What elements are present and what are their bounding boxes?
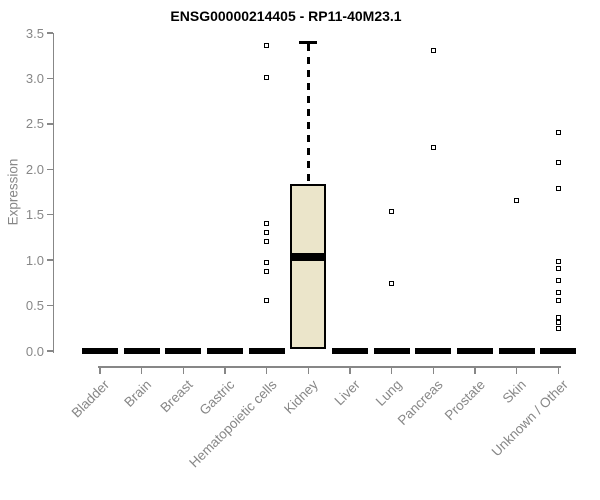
box: [290, 183, 327, 350]
x-tick: [182, 366, 185, 374]
outlier-point: [555, 185, 561, 191]
zero-box-bar: [457, 348, 493, 354]
outlier-point: [514, 197, 520, 203]
y-tick: [46, 168, 53, 171]
whisker-cap: [299, 40, 318, 44]
outlier-point: [264, 75, 270, 81]
outlier-point: [555, 290, 561, 296]
x-tick: [224, 366, 226, 374]
outlier-point: [389, 281, 395, 287]
x-category-label: Liver: [331, 377, 363, 409]
x-tick: [265, 366, 268, 374]
y-axis-line: [52, 33, 54, 353]
zero-box-bar: [332, 348, 368, 354]
outlier-point: [264, 269, 270, 275]
outlier-point: [555, 325, 561, 331]
zero-box-bar: [82, 348, 118, 354]
outlier-point: [555, 265, 561, 271]
zero-box-bar: [207, 348, 243, 354]
y-tick-label: 0.0: [25, 343, 44, 359]
x-category-label: Kidney: [281, 377, 321, 417]
outlier-point: [264, 230, 270, 236]
outlier-point: [389, 209, 395, 215]
y-tick-label: 0.5: [25, 298, 44, 314]
y-tick: [46, 304, 53, 307]
x-category-label: Lung: [372, 377, 405, 409]
x-tick: [140, 366, 143, 374]
outlier-point: [430, 47, 436, 53]
y-tick: [46, 259, 53, 261]
y-tick-label: 3.5: [25, 25, 44, 41]
zero-box-bar: [540, 348, 577, 354]
x-tick: [349, 366, 351, 374]
x-category-label: Breast: [157, 377, 196, 416]
outlier-point: [555, 314, 561, 320]
y-tick-label: 3.0: [25, 70, 44, 86]
x-category-label: Bladder: [69, 377, 113, 421]
x-tick: [99, 366, 101, 374]
y-tick-label: 1.5: [25, 207, 44, 223]
outlier-point: [555, 297, 561, 303]
median-line: [291, 253, 326, 262]
x-tick: [515, 366, 518, 374]
outlier-point: [555, 259, 561, 265]
y-tick: [46, 32, 53, 34]
x-tick: [432, 366, 435, 374]
outlier-point: [555, 277, 561, 283]
x-axis-line: [97, 366, 561, 368]
zero-box-bar: [165, 348, 202, 354]
zero-box-bar: [498, 348, 535, 354]
x-category-label: Unknown / Other: [488, 377, 571, 460]
outlier-point: [264, 238, 270, 244]
y-tick-label: 2.5: [25, 116, 44, 132]
y-tick: [46, 213, 53, 216]
x-tick: [474, 366, 476, 374]
outlier-point: [555, 129, 561, 135]
zero-box-bar: [415, 348, 452, 354]
x-tick: [390, 366, 393, 374]
y-tick-label: 2.0: [25, 161, 44, 177]
outlier-point: [555, 320, 561, 326]
chart-title: ENSG00000214405 - RP11-40M23.1: [170, 8, 402, 24]
x-tick: [307, 366, 310, 374]
y-tick: [46, 350, 53, 352]
y-tick: [46, 123, 53, 125]
whisker-line: [307, 44, 310, 184]
outlier-point: [264, 43, 270, 49]
outlier-point: [555, 159, 561, 165]
x-category-label: Skin: [500, 377, 530, 407]
x-tick: [557, 366, 560, 374]
zero-box-bar: [373, 348, 410, 354]
zero-box-bar: [248, 348, 285, 354]
x-category-label: Prostate: [441, 377, 488, 424]
x-category-label: Gastric: [196, 377, 238, 418]
outlier-point: [430, 144, 436, 150]
outlier-point: [264, 297, 270, 303]
x-category-label: Brain: [121, 377, 155, 410]
y-tick-label: 1.0: [25, 252, 44, 268]
y-tick: [46, 77, 53, 80]
outlier-point: [264, 260, 270, 266]
zero-box-bar: [123, 348, 160, 354]
outlier-point: [264, 221, 270, 227]
